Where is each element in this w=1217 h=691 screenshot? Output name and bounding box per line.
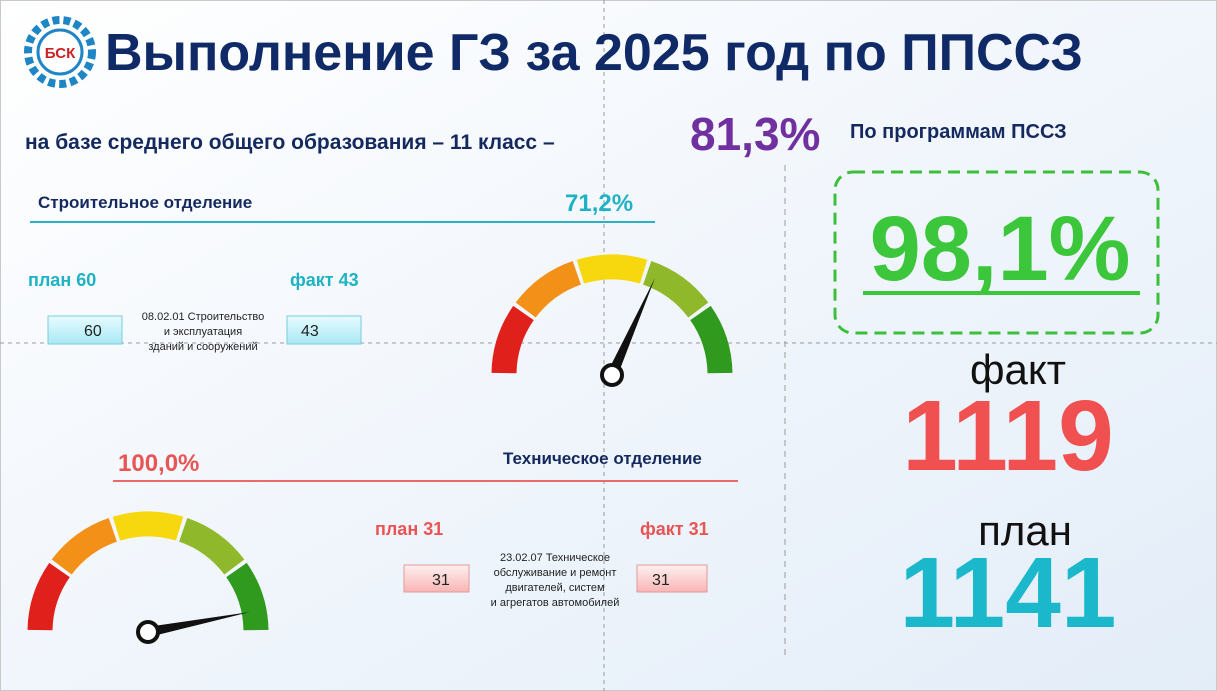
logo-text: БСК bbox=[45, 45, 76, 62]
specialty-line: двигателей, систем bbox=[505, 582, 604, 594]
fact-value: 31 bbox=[652, 572, 670, 589]
gauge bbox=[27, 511, 269, 644]
section-title: Техническое отделение bbox=[503, 449, 702, 468]
summary-plan: 1141 bbox=[900, 537, 1117, 649]
section-percent: 100,0% bbox=[118, 450, 199, 477]
specialty-line: 08.02.01 Строительство bbox=[142, 311, 264, 323]
fact-box bbox=[636, 564, 708, 593]
plan-box bbox=[47, 315, 123, 345]
fact-label: факт 31 bbox=[640, 519, 709, 539]
gauge bbox=[491, 254, 733, 387]
fact-value: 43 bbox=[301, 323, 319, 340]
plan-value: 60 bbox=[84, 323, 102, 340]
logo: БСК bbox=[24, 16, 96, 88]
summary-percent: 98,1% bbox=[870, 198, 1131, 300]
specialty-line: и агрегатов автомобилей bbox=[491, 597, 620, 609]
specialty-line: и эксплуатация bbox=[164, 326, 242, 338]
fact-label: факт 43 bbox=[290, 270, 359, 290]
programs-label: По программам ПССЗ bbox=[850, 121, 1067, 143]
subtitle: на базе среднего общего образования – 11… bbox=[25, 131, 555, 154]
specialty-line: зданий и сооружений bbox=[148, 341, 257, 353]
title: Выполнение ГЗ за 2025 год по ППССЗ bbox=[105, 24, 1083, 82]
section-percent: 71,2% bbox=[565, 190, 633, 217]
summary-plan-label: план bbox=[978, 507, 1072, 554]
summary-frame bbox=[833, 170, 1160, 335]
specialty-line: обслуживание и ремонт bbox=[494, 567, 617, 579]
fact-box bbox=[286, 315, 362, 345]
plan-box bbox=[403, 564, 470, 593]
plan-value: 31 bbox=[432, 572, 450, 589]
summary-fact: 1119 bbox=[902, 380, 1113, 492]
specialty-line: 23.02.07 Техническое bbox=[500, 552, 610, 564]
plan-label: план 60 bbox=[28, 270, 96, 290]
section-title: Строительное отделение bbox=[38, 193, 252, 212]
plan-label: план 31 bbox=[375, 519, 443, 539]
summary-fact-label: факт bbox=[970, 346, 1066, 393]
subtitle-percent: 81,3% bbox=[690, 108, 820, 160]
